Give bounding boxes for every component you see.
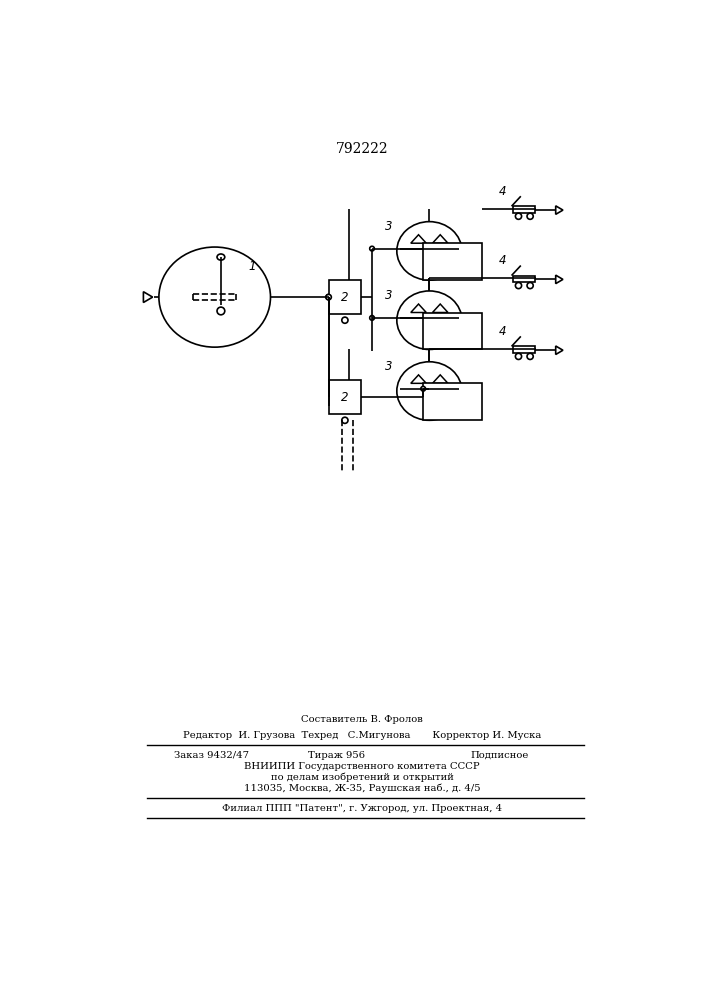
Text: Редактор  И. Грузова  Техред   С.Мигунова       Корректор И. Муска: Редактор И. Грузова Техред С.Мигунова Ко… — [183, 732, 541, 740]
Circle shape — [527, 282, 533, 289]
Circle shape — [515, 353, 522, 359]
Text: 2: 2 — [341, 291, 349, 304]
Text: 4: 4 — [498, 325, 506, 338]
Circle shape — [326, 294, 332, 300]
Ellipse shape — [397, 291, 462, 349]
Bar — [513, 346, 534, 353]
Ellipse shape — [159, 247, 271, 347]
Text: Заказ 9432/47: Заказ 9432/47 — [174, 751, 249, 760]
Circle shape — [421, 386, 426, 391]
Circle shape — [326, 294, 332, 300]
Text: 792222: 792222 — [336, 142, 388, 156]
Text: Подписное: Подписное — [470, 751, 528, 760]
Bar — [513, 206, 534, 213]
Ellipse shape — [217, 254, 225, 260]
Bar — [423, 383, 482, 420]
Circle shape — [424, 396, 435, 407]
Circle shape — [527, 213, 533, 219]
Text: 3: 3 — [385, 289, 393, 302]
Circle shape — [370, 246, 374, 251]
Text: Филиал ППП "Патент", г. Ужгород, ул. Проектная, 4: Филиал ППП "Патент", г. Ужгород, ул. Про… — [222, 804, 502, 813]
Bar — [423, 312, 482, 349]
Text: ВНИИПИ Государственного комитета СССР: ВНИИПИ Государственного комитета СССР — [244, 762, 480, 771]
Circle shape — [424, 256, 435, 267]
Text: 4: 4 — [498, 185, 506, 198]
Bar — [329, 280, 361, 314]
Circle shape — [515, 213, 522, 219]
Text: по делам изобретений и открытий: по делам изобретений и открытий — [271, 773, 453, 782]
Text: Тираж 956: Тираж 956 — [308, 751, 365, 760]
Circle shape — [217, 307, 225, 315]
Circle shape — [527, 353, 533, 359]
Circle shape — [341, 317, 348, 323]
Ellipse shape — [397, 222, 462, 280]
Circle shape — [424, 326, 435, 336]
Bar — [423, 243, 482, 280]
Text: 113035, Москва, Ж-35, Раушская наб., д. 4/5: 113035, Москва, Ж-35, Раушская наб., д. … — [244, 784, 480, 793]
Ellipse shape — [397, 362, 462, 420]
Text: 1: 1 — [248, 260, 256, 273]
Text: 2: 2 — [341, 391, 349, 404]
Circle shape — [515, 282, 522, 289]
Circle shape — [370, 316, 374, 320]
Circle shape — [341, 417, 348, 423]
Text: Составитель В. Фролов: Составитель В. Фролов — [301, 715, 423, 724]
Text: 3: 3 — [385, 220, 393, 233]
Text: 4: 4 — [498, 254, 506, 267]
Bar — [329, 380, 361, 414]
Text: 3: 3 — [385, 360, 393, 373]
Bar — [513, 276, 534, 282]
